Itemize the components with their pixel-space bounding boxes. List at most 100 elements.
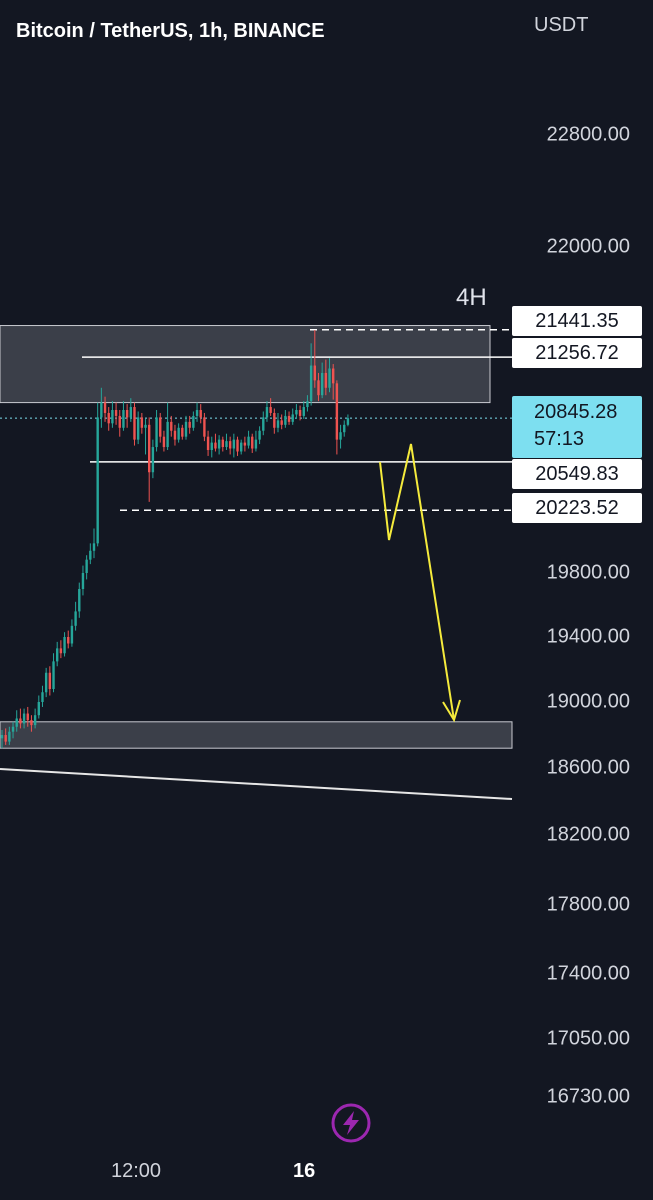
candle bbox=[258, 426, 261, 445]
price-tag-range-top: 21256.72 bbox=[512, 338, 642, 368]
price-tag-low: 20223.52 bbox=[512, 493, 642, 523]
candle bbox=[210, 436, 213, 458]
price-tick: 17050.00 bbox=[546, 1027, 630, 1050]
candle-body bbox=[41, 692, 44, 702]
candle-body bbox=[346, 418, 350, 425]
current-price-value: 20845.28 bbox=[534, 401, 618, 423]
candle-body bbox=[85, 559, 88, 573]
candle-body bbox=[81, 573, 85, 589]
candle-body bbox=[22, 713, 26, 724]
trendline bbox=[0, 768, 513, 800]
candle-body bbox=[63, 637, 66, 654]
candle bbox=[335, 380, 339, 455]
candle bbox=[74, 601, 77, 631]
candle bbox=[19, 708, 22, 729]
time-tick: 16 bbox=[293, 1160, 316, 1182]
candle-body bbox=[313, 365, 316, 381]
candle-body bbox=[206, 436, 210, 451]
price-tick: 19000.00 bbox=[546, 690, 630, 713]
candle-body bbox=[107, 412, 110, 424]
candle bbox=[320, 362, 324, 399]
candle bbox=[195, 402, 199, 422]
candle-body bbox=[140, 417, 144, 428]
candle bbox=[44, 667, 48, 698]
candle-body bbox=[89, 550, 92, 560]
candle-body bbox=[320, 372, 324, 396]
candle-body bbox=[148, 424, 151, 473]
candle-body bbox=[203, 417, 206, 437]
candle-body bbox=[159, 417, 162, 437]
candle bbox=[30, 715, 33, 732]
candle bbox=[243, 436, 247, 452]
candle-countdown: 57:13 bbox=[534, 428, 585, 450]
candle bbox=[273, 408, 276, 434]
price-tag-range-bottom: 20549.83 bbox=[512, 459, 642, 489]
candle bbox=[114, 402, 118, 425]
lightning-bolt-icon[interactable] bbox=[330, 1102, 372, 1144]
candle-body bbox=[74, 611, 77, 626]
candle bbox=[295, 404, 298, 419]
candle bbox=[228, 436, 232, 455]
candle bbox=[15, 710, 18, 732]
candles-layer bbox=[0, 329, 350, 749]
candle-body bbox=[151, 447, 155, 473]
candle-body bbox=[111, 410, 114, 424]
candle bbox=[107, 407, 110, 431]
candle bbox=[63, 632, 66, 657]
candle bbox=[100, 387, 103, 428]
zone-label-4h: 4H bbox=[456, 284, 487, 311]
price-tag-high: 21441.35 bbox=[512, 306, 642, 336]
candle bbox=[339, 424, 342, 449]
candle-body bbox=[273, 412, 276, 428]
candle bbox=[59, 640, 63, 659]
candle-body bbox=[302, 407, 305, 416]
candle-body bbox=[188, 421, 191, 428]
candle bbox=[199, 404, 202, 424]
candle-body bbox=[265, 407, 269, 418]
current-price-tag: 20845.28 57:13 bbox=[512, 396, 642, 458]
candle-body bbox=[0, 735, 4, 739]
candle bbox=[188, 415, 191, 434]
candle bbox=[214, 433, 217, 452]
candle-body bbox=[317, 380, 320, 396]
candle-body bbox=[284, 415, 287, 425]
candle bbox=[170, 415, 173, 437]
candle-body bbox=[228, 441, 232, 449]
candle-body bbox=[136, 417, 140, 440]
candle bbox=[166, 402, 169, 451]
candle-body bbox=[225, 441, 228, 448]
candle bbox=[151, 439, 155, 479]
candle bbox=[287, 411, 291, 425]
candle bbox=[240, 439, 243, 455]
price-tick: 19400.00 bbox=[546, 625, 630, 648]
candle-body bbox=[166, 421, 169, 448]
candle bbox=[0, 730, 4, 749]
candle bbox=[148, 417, 151, 502]
candle bbox=[125, 404, 129, 428]
candle-body bbox=[11, 726, 15, 732]
candle bbox=[96, 402, 99, 547]
candle-body bbox=[78, 589, 81, 612]
price-tick: 17400.00 bbox=[546, 962, 630, 985]
candle bbox=[206, 430, 210, 456]
candle bbox=[284, 410, 287, 428]
candle bbox=[181, 424, 184, 440]
candle bbox=[280, 414, 283, 430]
candle bbox=[70, 619, 74, 647]
price-tick: 22800.00 bbox=[546, 123, 630, 146]
candle bbox=[159, 412, 162, 443]
candle-body bbox=[4, 735, 7, 742]
candle-body bbox=[181, 427, 184, 437]
candle-body bbox=[173, 430, 177, 440]
candle-body bbox=[269, 407, 272, 413]
candle bbox=[155, 410, 158, 452]
support-zone bbox=[0, 721, 513, 749]
candle bbox=[136, 411, 140, 445]
candle bbox=[37, 695, 40, 719]
candle bbox=[140, 412, 144, 434]
candle-body bbox=[217, 439, 221, 449]
candle bbox=[81, 565, 85, 596]
candle bbox=[118, 410, 121, 437]
candle bbox=[52, 653, 55, 693]
